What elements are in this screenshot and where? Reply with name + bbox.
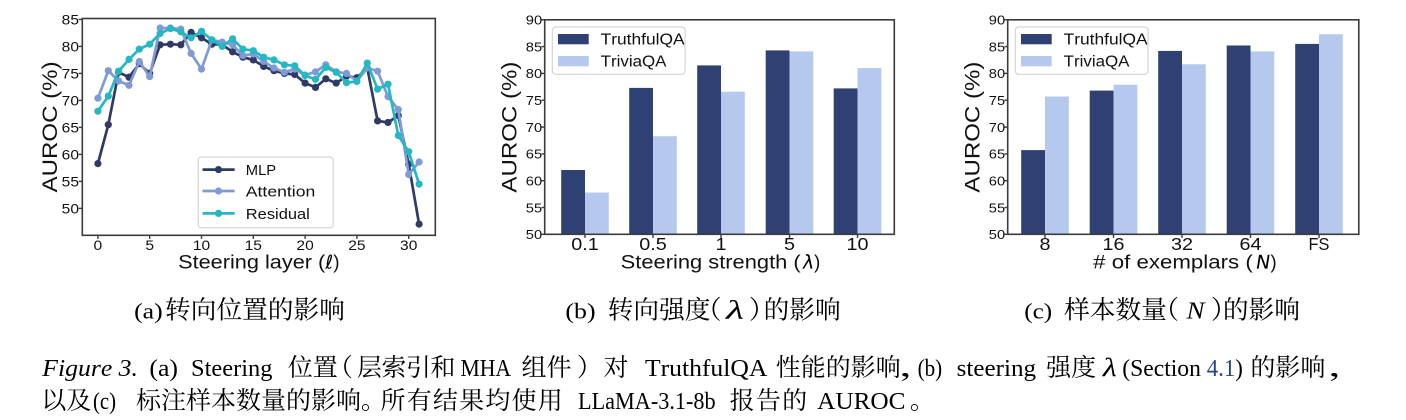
svg-text:25: 25 — [348, 238, 365, 253]
svg-text:(a): (a) — [149, 356, 178, 382]
svg-text:Steering strength (: Steering strength ( — [621, 253, 802, 274]
svg-text:70: 70 — [989, 120, 1005, 135]
svg-text:80: 80 — [989, 66, 1005, 81]
svg-text:AUROC (%): AUROC (%) — [39, 61, 62, 192]
svg-text:55: 55 — [989, 200, 1005, 215]
svg-text:85: 85 — [526, 39, 542, 54]
svg-text:λ: λ — [725, 295, 744, 324]
svg-text:75: 75 — [526, 93, 542, 108]
svg-text:FS: FS — [1309, 234, 1330, 254]
svg-text:N: N — [1185, 297, 1206, 325]
svg-text:20: 20 — [296, 238, 314, 253]
svg-text:(a): (a) — [134, 299, 163, 324]
svg-text:4.1: 4.1 — [1207, 355, 1235, 382]
svg-text:65: 65 — [62, 121, 79, 136]
svg-text:): ) — [814, 253, 820, 274]
svg-text:60: 60 — [989, 174, 1005, 189]
svg-text:(Section: (Section — [1122, 356, 1206, 382]
svg-text:32: 32 — [1171, 234, 1193, 254]
svg-text:): ) — [1270, 253, 1276, 274]
svg-text:64: 64 — [1240, 234, 1262, 254]
svg-text:): ) — [1235, 356, 1243, 383]
svg-text:(c): (c) — [1024, 300, 1052, 324]
svg-text:85: 85 — [989, 39, 1005, 54]
svg-text:0: 0 — [94, 238, 103, 253]
svg-text:steering: steering — [957, 355, 1036, 381]
svg-text:65: 65 — [989, 147, 1005, 162]
svg-text:Steering: Steering — [191, 355, 272, 382]
svg-text:50: 50 — [62, 202, 80, 217]
svg-text:Residual: Residual — [246, 206, 310, 223]
svg-text:TruthfulQA: TruthfulQA — [645, 356, 767, 382]
svg-text:MHA: MHA — [461, 355, 512, 381]
svg-text:50: 50 — [526, 227, 542, 242]
svg-text:(b): (b) — [918, 355, 942, 382]
svg-text:75: 75 — [989, 93, 1005, 108]
svg-text:10: 10 — [193, 238, 211, 253]
svg-text:55: 55 — [62, 175, 79, 190]
svg-text:80: 80 — [62, 40, 80, 55]
svg-text:LLaMA-3.1-8b: LLaMA-3.1-8b — [578, 388, 716, 415]
svg-text:90: 90 — [989, 13, 1005, 28]
svg-text:Steering layer (: Steering layer ( — [178, 253, 326, 274]
svg-text:λ: λ — [1102, 354, 1117, 382]
svg-text:16: 16 — [1103, 234, 1125, 254]
svg-text:5: 5 — [145, 238, 154, 253]
svg-text:(c): (c) — [93, 388, 116, 415]
svg-text:AUROC (%): AUROC (%) — [962, 62, 985, 193]
svg-text:70: 70 — [62, 94, 80, 109]
svg-text:10: 10 — [847, 234, 869, 254]
svg-text:# of exemplars (: # of exemplars ( — [1093, 253, 1253, 274]
svg-text:85: 85 — [62, 13, 79, 28]
svg-text:60: 60 — [62, 148, 80, 163]
svg-text:MLP: MLP — [246, 162, 276, 179]
svg-text:TruthfulQA: TruthfulQA — [1064, 32, 1149, 49]
svg-text:(b): (b) — [565, 299, 595, 324]
svg-text:15: 15 — [245, 238, 262, 253]
svg-text:5: 5 — [784, 234, 795, 254]
svg-text:60: 60 — [526, 174, 542, 189]
svg-text:0.1: 0.1 — [571, 234, 599, 254]
svg-text:0.5: 0.5 — [639, 234, 667, 254]
svg-text:70: 70 — [526, 120, 542, 135]
svg-text:TriviaQA: TriviaQA — [601, 53, 668, 70]
svg-text:30: 30 — [400, 238, 418, 253]
svg-text:AUROC (%): AUROC (%) — [499, 62, 522, 193]
svg-text:Attention: Attention — [246, 183, 315, 200]
svg-text:8: 8 — [1040, 234, 1051, 254]
svg-text:AUROC: AUROC — [817, 389, 905, 415]
svg-text:55: 55 — [526, 200, 542, 215]
svg-text:Figure 3.: Figure 3. — [41, 356, 138, 382]
svg-text:): ) — [333, 253, 339, 274]
svg-text:75: 75 — [62, 67, 79, 82]
svg-text:90: 90 — [526, 13, 542, 28]
svg-text:80: 80 — [526, 66, 542, 81]
svg-text:TruthfulQA: TruthfulQA — [601, 32, 686, 49]
svg-text:TriviaQA: TriviaQA — [1064, 53, 1131, 70]
svg-text:65: 65 — [526, 147, 542, 162]
svg-text:50: 50 — [989, 227, 1005, 242]
svg-text:1: 1 — [716, 234, 727, 254]
